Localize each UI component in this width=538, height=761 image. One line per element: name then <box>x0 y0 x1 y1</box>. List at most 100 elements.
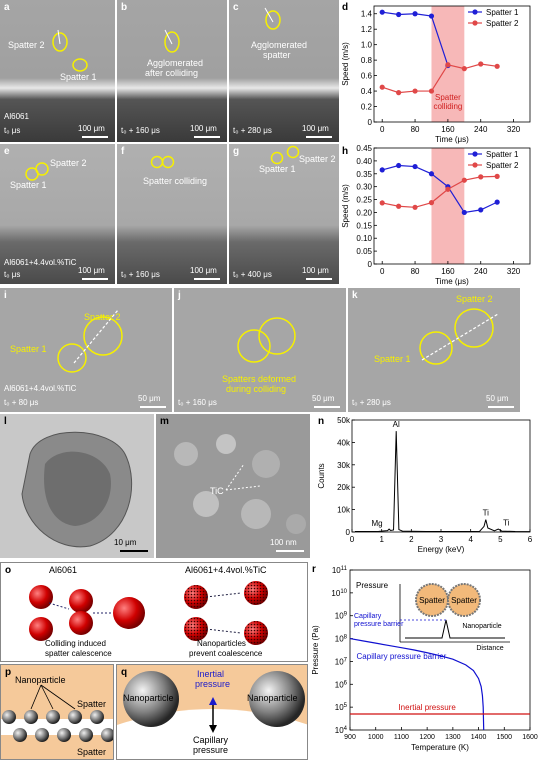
data-point <box>396 11 402 18</box>
x-tick-label: 160 <box>441 267 455 276</box>
shade-label: colliding <box>433 102 462 111</box>
x-tick-label: 320 <box>507 125 521 134</box>
inset-barrier-label-2: pressure barrier <box>354 621 404 628</box>
x-axis-label: Energy (keV) <box>418 545 465 554</box>
legend-label: Spatter 1 <box>486 150 519 159</box>
data-point <box>412 11 418 17</box>
scale-bar <box>194 278 220 280</box>
x-tick-label: 1200 <box>419 734 435 741</box>
spatter-annotations <box>52 29 88 72</box>
panel-q: q Nanoparticle Nanoparticle Inertial pre… <box>116 664 308 760</box>
x-tick-label: 6 <box>528 535 533 544</box>
series-line <box>349 637 485 731</box>
y-tick-label: 10k <box>337 506 351 515</box>
scale-label: 50 μm <box>138 394 161 403</box>
x-tick-label: 80 <box>411 125 420 134</box>
panel-letter: o <box>5 565 12 576</box>
legend-marker <box>472 20 478 26</box>
y-tick-label: 0.45 <box>356 144 372 153</box>
tic-label: TiC <box>210 486 224 496</box>
scale-label: 10 μm <box>114 538 137 547</box>
x-axis-label: Time (μs) <box>435 135 469 144</box>
data-point <box>412 204 418 210</box>
panel-letter: n <box>318 416 324 427</box>
data-point <box>396 90 402 96</box>
y-tick-label: 1.2 <box>361 25 373 34</box>
scale-bar <box>82 136 108 138</box>
spatter-1-label: Spatter 1 <box>10 344 47 354</box>
panel-letter: q <box>121 667 128 678</box>
nanoparticle-sem-image <box>174 434 306 534</box>
y-axis-label: Pressure (Pa) <box>311 625 320 675</box>
spatter-annotations <box>164 29 180 53</box>
data-point <box>412 88 418 94</box>
y-tick-label: 1011 <box>332 566 348 575</box>
panel-g: g Spatter 2 Spatter 1 t₀ + 400 μs 100 μm <box>229 144 339 284</box>
data-point <box>396 162 402 169</box>
y-tick-label: 0.4 <box>361 87 373 96</box>
y-tick-label: 0.30 <box>356 183 372 192</box>
scale-label: 100 μm <box>190 124 217 133</box>
spatter-1-label: Spatter 1 <box>374 354 411 364</box>
material-label: Al6061+4.4vol.%TiC <box>4 258 77 267</box>
scale-bar <box>488 406 514 408</box>
y-tick-label: 0 <box>368 260 373 269</box>
x-tick-label: 900 <box>344 734 356 741</box>
inset-right-sphere <box>447 583 481 617</box>
material-label: Al6061+4.4vol.%TiC <box>4 384 77 393</box>
panel-letter: k <box>352 290 358 301</box>
data-point <box>379 9 385 15</box>
time-label: t₀ + 160 μs <box>178 398 217 407</box>
y-tick-label: 0.6 <box>361 72 373 81</box>
scale-label: 100 μm <box>78 266 105 275</box>
y-tick-label: 106 <box>335 680 348 689</box>
x-tick-label: 1 <box>379 535 384 544</box>
spatter-annotations <box>270 145 300 165</box>
spatter-2-label: Spatter 2 <box>8 40 45 50</box>
series-line <box>382 164 498 214</box>
y-tick-label: 0.2 <box>361 103 373 112</box>
data-point <box>461 177 467 183</box>
x-tick-label: 1500 <box>496 734 512 741</box>
x-tick-label: 1300 <box>445 734 461 741</box>
deformed-label: Spatters deformed <box>222 374 297 384</box>
panel-i: i Spatter 2 Spatter 1 Al6061+4.4vol.%TiC… <box>0 288 172 412</box>
agglomerated-label: Agglomerated <box>251 40 308 50</box>
data-point <box>379 200 385 206</box>
y-axis-label: Speed (m/s) <box>341 184 350 228</box>
x-tick-label: 0 <box>380 125 385 134</box>
time-label: t₀ + 160 μs <box>121 270 160 279</box>
scale-bar <box>306 136 332 138</box>
data-point <box>379 84 385 90</box>
time-label: t₀ + 80 μs <box>4 398 39 407</box>
data-point <box>461 209 467 216</box>
panel-letter: m <box>160 416 169 427</box>
inset-right-label: Spatter <box>451 596 477 605</box>
series-line <box>382 175 498 208</box>
panel-letter: j <box>178 290 181 301</box>
panel-letter: d <box>342 2 348 13</box>
x-tick-label: 80 <box>411 267 420 276</box>
legend-marker <box>472 9 478 15</box>
panel-o: o Al6061 Al6061+4.4vol.%TiC Colliding in… <box>0 562 308 662</box>
panel-letter: b <box>121 2 128 13</box>
data-point <box>478 207 484 213</box>
x-tick-label: 240 <box>474 267 488 276</box>
data-point <box>428 13 435 19</box>
chart-r: r 900 1000 1100 1200 1300 1400 1500 1600 104 105 10… <box>311 564 538 752</box>
spatter-annotations <box>237 317 296 363</box>
panel-letter: f <box>121 146 125 157</box>
left-caption-1: Colliding induced <box>45 639 106 648</box>
panel-l: l 10 μm <box>0 414 154 558</box>
right-caption-2: prevent coalescence <box>189 649 263 658</box>
time-label: t₀ + 400 μs <box>233 270 272 279</box>
peak-label: Mg <box>372 519 383 528</box>
panel-m: m TiC 100 nm <box>156 414 310 558</box>
data-point <box>396 203 402 209</box>
spatter-bottom-label: Spatter <box>77 747 107 757</box>
panel-letter: c <box>233 2 239 13</box>
scale-bar <box>314 406 340 408</box>
series-line <box>382 63 498 94</box>
after-colliding-label: after colliding <box>145 68 199 78</box>
legend-marker <box>472 151 478 157</box>
